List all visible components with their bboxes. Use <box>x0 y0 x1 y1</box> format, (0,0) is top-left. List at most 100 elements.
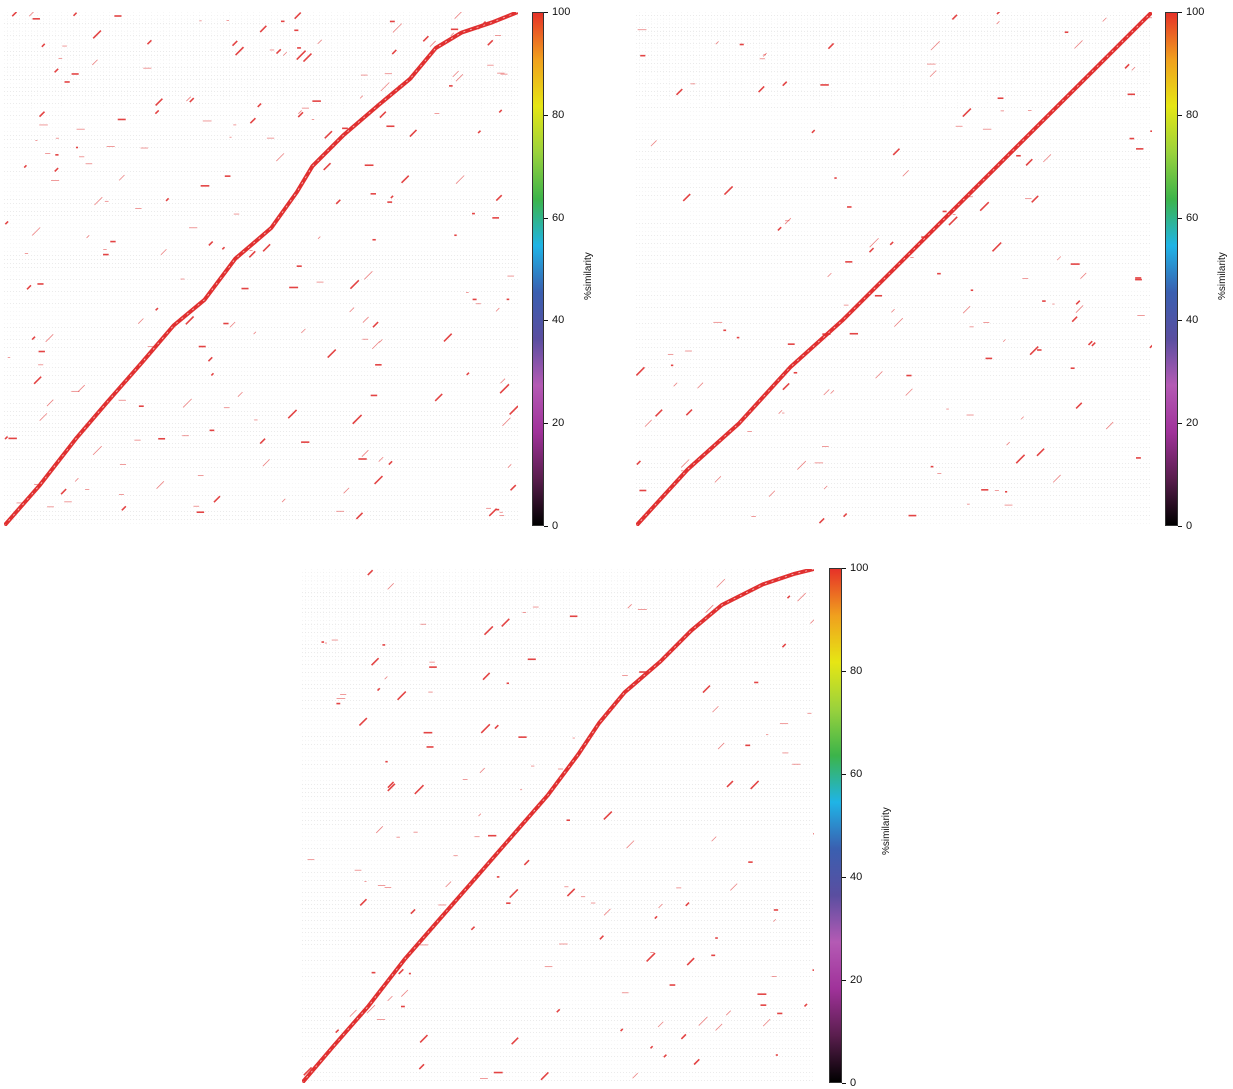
match-dash <box>42 44 45 47</box>
match-dash <box>156 308 158 310</box>
colorbar-tick-mark <box>1178 12 1182 13</box>
match-dash <box>831 390 834 393</box>
match-dash <box>686 903 689 906</box>
colorbar-tick-mark <box>842 1083 846 1084</box>
match-dash <box>318 237 320 239</box>
match-dash <box>1076 301 1080 305</box>
match-dash <box>372 341 379 348</box>
match-dash <box>1080 273 1086 279</box>
match-dash <box>92 60 97 65</box>
match-dash <box>778 227 781 230</box>
match-dash <box>1150 344 1152 348</box>
match-dash <box>430 41 436 47</box>
match-dash <box>627 841 634 848</box>
match-dash <box>336 1030 339 1033</box>
match-dash <box>716 1024 723 1031</box>
dotplot-svg <box>636 12 1152 526</box>
match-dash <box>362 450 369 457</box>
match-dash <box>420 1035 427 1042</box>
match-dash <box>5 437 8 440</box>
colorbar-tick-mark <box>1178 218 1182 219</box>
match-dash <box>1072 317 1077 322</box>
match-dash <box>29 12 36 16</box>
match-dash <box>500 384 509 393</box>
match-dash <box>263 244 270 251</box>
match-dash <box>903 170 909 176</box>
match-dash <box>567 889 574 896</box>
match-dash <box>1076 305 1083 312</box>
match-dash <box>55 69 59 73</box>
match-dash <box>495 725 498 728</box>
match-dash <box>1030 347 1038 355</box>
colorbar-tick-mark <box>1178 423 1182 424</box>
match-dash <box>435 394 442 401</box>
match-dash <box>12 12 16 16</box>
match-dash <box>480 768 485 773</box>
match-dash <box>297 51 306 60</box>
diagonal-line <box>4 12 518 526</box>
match-dash <box>824 389 830 395</box>
colorbar-tick-label: 20 <box>850 974 862 986</box>
match-dash <box>455 12 464 19</box>
colorbar-tick-label: 80 <box>850 665 862 677</box>
match-dash <box>186 317 194 325</box>
colorbar-tick-label: 100 <box>552 6 570 18</box>
match-dash <box>1076 403 1082 409</box>
match-dash <box>324 163 331 170</box>
match-dash <box>819 518 824 523</box>
match-dash <box>783 383 789 389</box>
match-dash <box>1132 67 1135 70</box>
match-dash <box>467 373 469 375</box>
match-dash <box>500 379 505 384</box>
match-dash <box>844 514 847 517</box>
dotplot-svg <box>302 569 814 1083</box>
match-dash <box>478 814 480 816</box>
match-dash <box>402 176 409 183</box>
match-dash <box>621 1029 623 1031</box>
match-dash <box>379 339 382 342</box>
match-dash <box>730 884 737 891</box>
match-dash <box>890 242 893 245</box>
match-dash <box>949 217 957 225</box>
match-dash <box>484 626 492 634</box>
match-dash <box>906 389 913 396</box>
match-dash <box>1026 159 1032 165</box>
match-dash <box>325 131 332 138</box>
match-dash <box>381 83 390 92</box>
grid-lines <box>4 12 518 524</box>
match-dash <box>5 221 8 224</box>
match-dash <box>258 104 261 107</box>
match-dash <box>699 1017 708 1026</box>
match-dash <box>1106 422 1113 429</box>
match-dash <box>718 743 724 749</box>
match-dash <box>893 149 899 155</box>
match-dash <box>250 118 255 123</box>
match-dash <box>350 280 358 288</box>
colorbar-tick-label: 60 <box>552 212 564 224</box>
match-dash <box>353 415 362 424</box>
colorbar-tick-mark <box>842 671 846 672</box>
match-dash <box>263 459 270 466</box>
colorbar-tick-label: 80 <box>1186 109 1198 121</box>
match-dash <box>385 677 388 680</box>
colorbar-tick-label: 40 <box>1186 314 1198 326</box>
match-dash <box>183 399 192 408</box>
match-dash <box>34 377 41 384</box>
match-dash <box>147 40 151 44</box>
match-dash <box>683 194 690 201</box>
match-dash <box>686 410 692 416</box>
match-dash <box>488 40 493 45</box>
dotplot-area-1 <box>4 12 518 526</box>
match-dash <box>798 593 806 601</box>
match-dash <box>726 1011 730 1015</box>
match-dash <box>1057 257 1061 261</box>
match-dash <box>1037 449 1044 456</box>
colorbar-tick-mark <box>544 12 548 13</box>
colorbar-tick-mark <box>544 320 548 321</box>
colorbar-tick-label: 60 <box>1186 212 1198 224</box>
match-dash <box>894 318 902 326</box>
dotplot-svg <box>4 12 518 526</box>
match-dash <box>32 337 35 340</box>
match-dash <box>1089 341 1093 345</box>
match-dash <box>694 1059 699 1064</box>
